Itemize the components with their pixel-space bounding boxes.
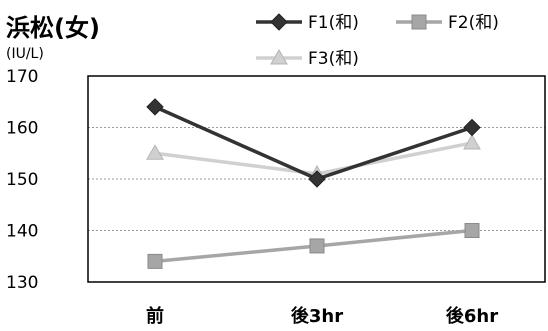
series-group — [146, 98, 481, 269]
y-tick-label: 170 — [6, 67, 38, 87]
y-tick-label: 150 — [6, 170, 38, 190]
y-axis-unit-label: (IU/L) — [6, 46, 44, 62]
y-tick-label: 140 — [6, 222, 38, 242]
data-point-marker — [463, 133, 481, 150]
y-tick-label: 130 — [6, 273, 38, 293]
data-point-marker — [309, 238, 325, 254]
legend: F1(和) F2(和) F3(和) — [256, 13, 499, 69]
data-point-marker — [411, 14, 427, 30]
legend-entry-1: F1(和) — [256, 13, 359, 33]
legend-label: F2(和) — [448, 13, 499, 33]
x-tick-label: 後3hr — [291, 305, 343, 327]
series-1 — [146, 98, 481, 188]
x-tick-labels: 前 後3hr 後6hr — [146, 305, 498, 327]
data-point-marker — [464, 223, 480, 238]
series-line — [154, 141, 473, 176]
data-point-marker — [146, 98, 164, 116]
legend-entry-3: F3(和) — [256, 48, 359, 69]
data-point-marker — [270, 13, 288, 31]
data-point-marker — [147, 253, 163, 269]
data-point-marker — [308, 170, 326, 188]
data-point-marker — [146, 144, 164, 160]
y-tick-labels: 130 140 150 160 170 — [6, 67, 38, 293]
chart-title: 浜松(女) — [6, 14, 100, 42]
series-line — [154, 105, 473, 181]
series-2 — [147, 223, 480, 269]
legend-label: F1(和) — [308, 13, 359, 33]
y-tick-label: 160 — [6, 119, 38, 139]
x-tick-label: 後6hr — [446, 305, 498, 327]
x-tick-label: 前 — [146, 305, 164, 327]
data-point-marker — [270, 48, 288, 65]
plot-frame — [87, 75, 546, 283]
data-point-marker — [463, 118, 481, 137]
legend-label: F3(和) — [308, 49, 359, 69]
legend-entry-2: F2(和) — [396, 13, 499, 33]
